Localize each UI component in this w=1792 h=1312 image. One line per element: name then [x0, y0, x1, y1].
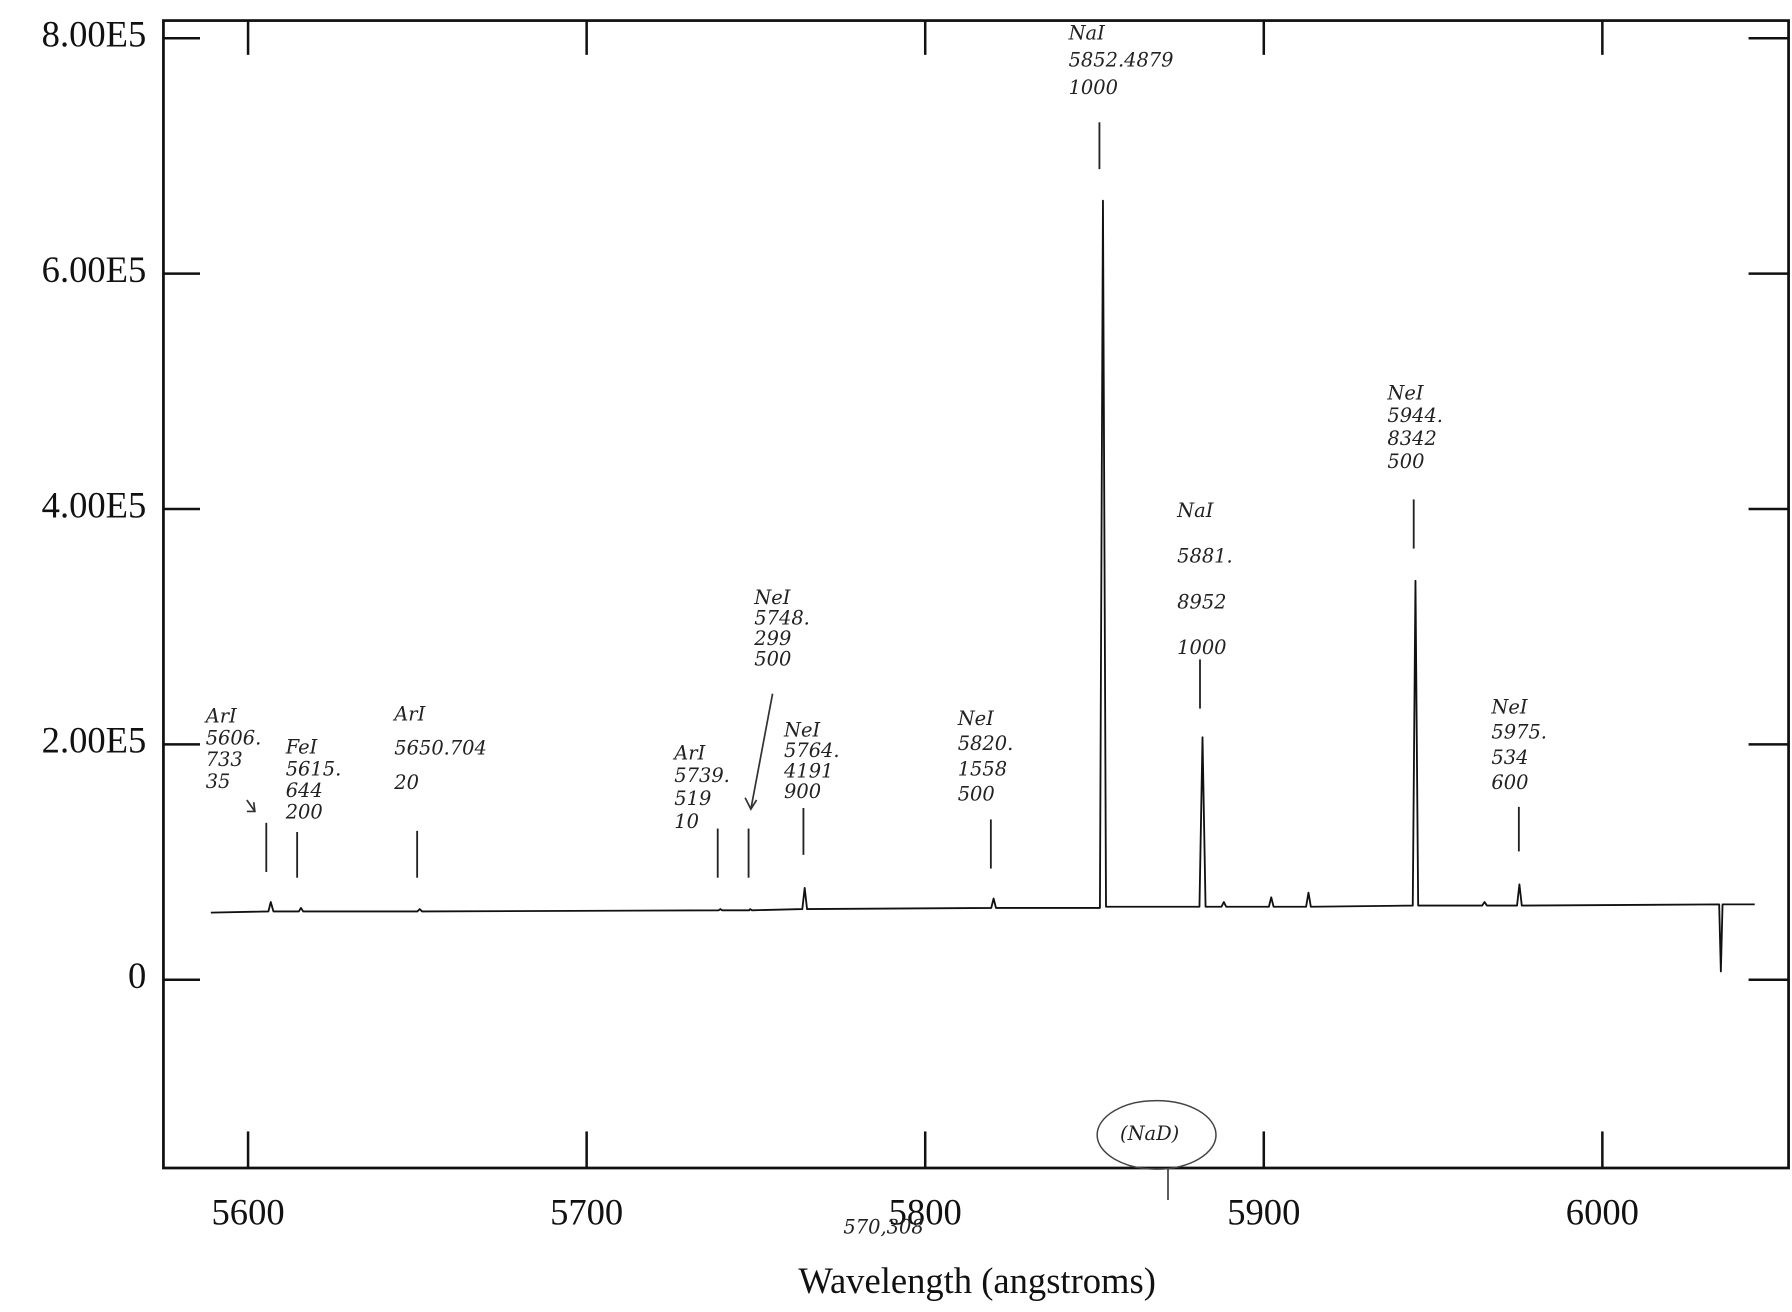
- annotation-text: 500: [754, 648, 791, 671]
- x-tick-label: 5800: [889, 1191, 962, 1232]
- annotation-text: NeI: [957, 707, 994, 730]
- y-tick-label: 0: [128, 955, 146, 996]
- annotation-text: 500: [958, 782, 995, 805]
- annotations: ArI5606.73335FeI5615.644200ArI5650.70420…: [204, 21, 1547, 1238]
- annotation-text: 5615.: [286, 757, 342, 780]
- annotation-text: 5975.: [1491, 721, 1547, 744]
- annotation-text: 5606.: [206, 726, 262, 749]
- annotation-text: 5748.: [754, 606, 810, 629]
- y-tick-label: 2.00E5: [42, 720, 147, 761]
- annotation-text: NaI: [1068, 21, 1106, 44]
- annotation-text: 8952: [1177, 590, 1226, 613]
- annotation-text: 200: [285, 801, 323, 824]
- annotation-text: 1000: [1069, 76, 1118, 99]
- annotation-text: 10: [674, 810, 699, 833]
- annotation-text: 644: [286, 779, 323, 802]
- annotation-text: ArI: [392, 702, 425, 725]
- annotation-text: 299: [753, 627, 791, 650]
- annotation-text: 5650.704: [394, 737, 487, 760]
- axes: Wavelength (angstroms) 0 2.00E5 4.00E5 6.00…: [42, 14, 1789, 1301]
- annotation-text: 534: [1491, 746, 1528, 769]
- annotation-text: 5944.: [1387, 404, 1443, 427]
- arrow: [744, 693, 774, 811]
- annotation-text: 4191: [783, 760, 833, 783]
- x-tick-label: 5900: [1227, 1191, 1300, 1232]
- y-tick-label: 8.00E5: [42, 14, 147, 55]
- annotation-text: 5739.: [674, 764, 730, 787]
- annotation-text: 900: [784, 780, 821, 803]
- annotation-text: ArI: [204, 705, 237, 728]
- annotation-text: 5764.: [784, 739, 840, 762]
- annotation-text: (NaD): [1120, 1122, 1179, 1145]
- circle: [1096, 1099, 1217, 1170]
- annotation-text: 733: [206, 748, 243, 771]
- annotation-text: 519: [674, 787, 711, 810]
- annotation-text: 5881.: [1177, 545, 1233, 568]
- annotation-text: FeI: [285, 736, 318, 759]
- x-tick-label: 5700: [550, 1191, 623, 1232]
- annotation-text: NeI: [1386, 381, 1423, 404]
- annotation-text: 1000: [1177, 636, 1226, 659]
- y-tick-label: 4.00E5: [42, 484, 147, 525]
- annotation-text: 570,308: [843, 1216, 923, 1239]
- annotation-text: 35: [206, 770, 231, 793]
- annotation-text: 5852.4879: [1069, 49, 1174, 72]
- y-tick-label: 6.00E5: [42, 249, 147, 290]
- annotation-text: NeI: [1490, 696, 1527, 719]
- annotation-text: 600: [1491, 771, 1528, 794]
- plot-frame: [162, 19, 1790, 1170]
- x-axis-label: Wavelength (angstroms): [798, 1260, 1156, 1301]
- x-tick-label: 5600: [212, 1191, 285, 1232]
- arrow: [246, 799, 256, 813]
- x-tick-label: 6000: [1566, 1191, 1639, 1232]
- annotation-text: 20: [393, 771, 419, 794]
- annotation-text: NeI: [753, 586, 790, 609]
- annotation-text: NeI: [783, 718, 820, 741]
- annotation-text: ArI: [672, 741, 705, 764]
- annotation-text: 500: [1387, 450, 1424, 473]
- annotation-text: NaI: [1176, 499, 1214, 522]
- annotation-text: 1558: [958, 757, 1007, 780]
- spectrum-line: [210, 199, 1755, 973]
- annotation-text: 8342: [1387, 427, 1436, 450]
- annotation-text: 5820.: [958, 732, 1014, 755]
